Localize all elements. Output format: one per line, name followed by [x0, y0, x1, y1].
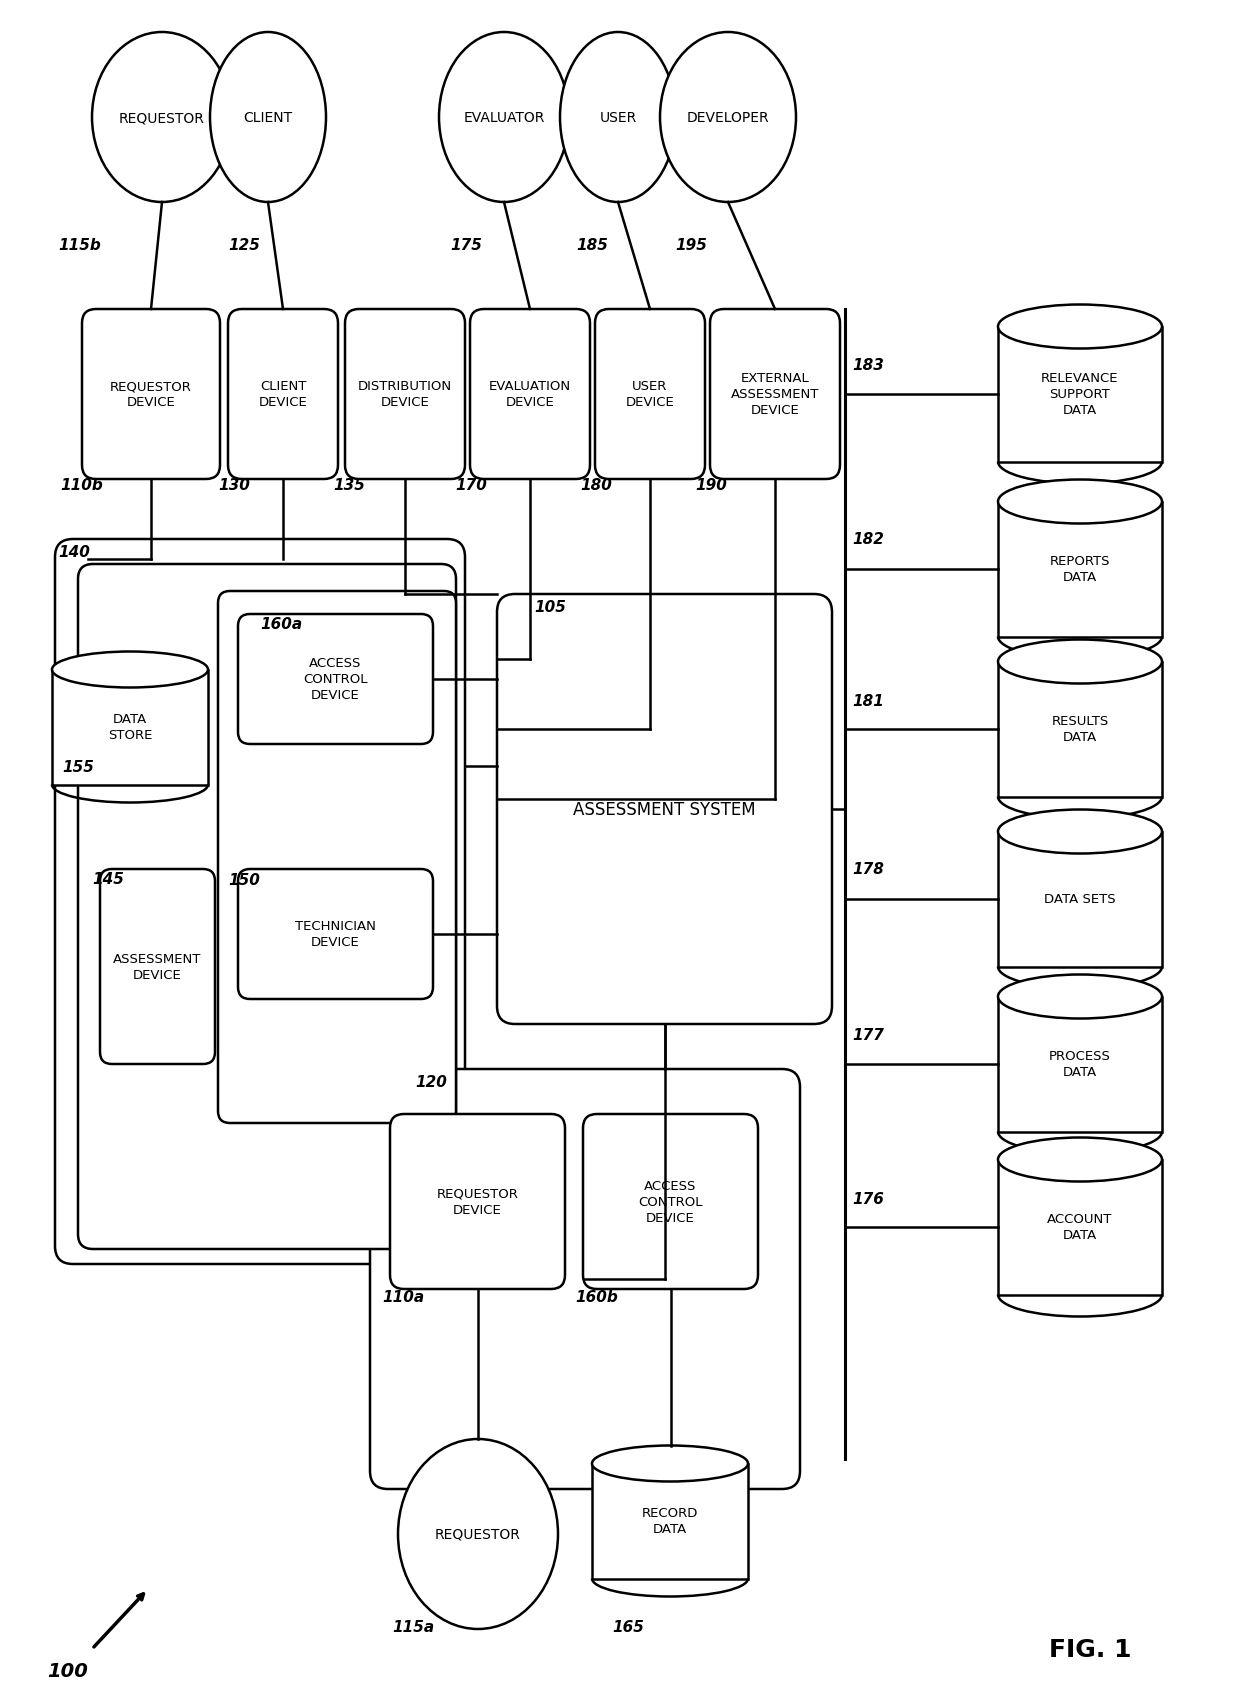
Text: DEVELOPER: DEVELOPER [687, 111, 769, 125]
Ellipse shape [660, 32, 796, 203]
Ellipse shape [398, 1439, 558, 1628]
FancyBboxPatch shape [55, 539, 465, 1265]
Ellipse shape [998, 306, 1162, 350]
FancyBboxPatch shape [583, 1115, 758, 1289]
Ellipse shape [998, 480, 1162, 524]
Text: 195: 195 [675, 237, 707, 253]
Bar [998, 997, 1162, 1132]
FancyBboxPatch shape [228, 309, 339, 480]
Text: 180: 180 [580, 478, 611, 493]
Text: REQUESTOR
DEVICE: REQUESTOR DEVICE [436, 1188, 518, 1217]
Text: REQUESTOR: REQUESTOR [435, 1528, 521, 1541]
Text: 181: 181 [852, 693, 884, 708]
Text: 150: 150 [228, 872, 260, 888]
Text: 110b: 110b [60, 478, 103, 493]
Text: RESULTS
DATA: RESULTS DATA [1052, 715, 1109, 744]
FancyBboxPatch shape [82, 309, 219, 480]
Text: REPORTS
DATA: REPORTS DATA [1050, 555, 1110, 584]
Text: 190: 190 [694, 478, 727, 493]
Text: 182: 182 [852, 531, 884, 546]
FancyBboxPatch shape [370, 1069, 800, 1489]
Text: FIG. 1: FIG. 1 [1049, 1637, 1131, 1661]
Text: EVALUATOR: EVALUATOR [464, 111, 544, 125]
Text: 160a: 160a [260, 616, 303, 632]
Text: 185: 185 [577, 237, 608, 253]
Text: 105: 105 [534, 599, 565, 615]
Bar [998, 662, 1162, 797]
Text: 110a: 110a [382, 1289, 424, 1304]
Text: RELEVANCE
SUPPORT
DATA: RELEVANCE SUPPORT DATA [1042, 372, 1118, 417]
Ellipse shape [998, 1139, 1162, 1181]
FancyBboxPatch shape [711, 309, 839, 480]
Bar [591, 1463, 748, 1579]
FancyBboxPatch shape [345, 309, 465, 480]
FancyBboxPatch shape [238, 615, 433, 744]
FancyBboxPatch shape [238, 869, 433, 999]
FancyBboxPatch shape [595, 309, 706, 480]
Text: 135: 135 [334, 478, 365, 493]
Text: 125: 125 [228, 237, 260, 253]
Text: 130: 130 [218, 478, 250, 493]
FancyBboxPatch shape [78, 565, 456, 1250]
Ellipse shape [52, 652, 208, 688]
Ellipse shape [560, 32, 676, 203]
Text: ACCOUNT
DATA: ACCOUNT DATA [1048, 1212, 1112, 1241]
Text: EXTERNAL
ASSESSMENT
DEVICE: EXTERNAL ASSESSMENT DEVICE [730, 372, 820, 417]
FancyBboxPatch shape [218, 592, 456, 1123]
FancyBboxPatch shape [497, 594, 832, 1024]
Text: 145: 145 [92, 872, 124, 886]
Bar [998, 831, 1162, 966]
Text: ASSESSMENT SYSTEM: ASSESSMENT SYSTEM [573, 801, 756, 819]
Text: 183: 183 [852, 358, 884, 372]
Text: 100: 100 [47, 1661, 88, 1680]
Ellipse shape [998, 811, 1162, 854]
Bar [998, 328, 1162, 463]
FancyBboxPatch shape [470, 309, 590, 480]
Text: 115a: 115a [392, 1618, 434, 1634]
Text: USER
DEVICE: USER DEVICE [626, 381, 675, 410]
Ellipse shape [439, 32, 569, 203]
Text: 178: 178 [852, 862, 884, 876]
Text: 177: 177 [852, 1028, 884, 1043]
Text: 140: 140 [58, 545, 89, 560]
Text: DATA
STORE: DATA STORE [108, 714, 153, 743]
Text: ACCESS
CONTROL
DEVICE: ACCESS CONTROL DEVICE [639, 1180, 703, 1224]
Text: ACCESS
CONTROL
DEVICE: ACCESS CONTROL DEVICE [304, 657, 368, 702]
Text: 115b: 115b [58, 237, 100, 253]
Text: 175: 175 [450, 237, 482, 253]
Text: REQUESTOR: REQUESTOR [119, 111, 205, 125]
Text: RECORD
DATA: RECORD DATA [642, 1507, 698, 1536]
Text: DATA SETS: DATA SETS [1044, 893, 1116, 906]
Bar [998, 1159, 1162, 1294]
Ellipse shape [591, 1446, 748, 1482]
Text: REQUESTOR
DEVICE: REQUESTOR DEVICE [110, 381, 192, 410]
Text: 176: 176 [852, 1191, 884, 1207]
Text: 120: 120 [415, 1074, 446, 1089]
Text: DISTRIBUTION
DEVICE: DISTRIBUTION DEVICE [358, 381, 453, 410]
Text: CLIENT
DEVICE: CLIENT DEVICE [259, 381, 308, 410]
Ellipse shape [998, 975, 1162, 1019]
Ellipse shape [92, 32, 232, 203]
Text: ASSESSMENT
DEVICE: ASSESSMENT DEVICE [113, 953, 202, 982]
Text: EVALUATION
DEVICE: EVALUATION DEVICE [489, 381, 572, 410]
Text: 170: 170 [455, 478, 487, 493]
Text: CLIENT: CLIENT [243, 111, 293, 125]
Text: 160b: 160b [575, 1289, 618, 1304]
Bar [52, 671, 208, 785]
Text: 155: 155 [62, 760, 94, 775]
FancyBboxPatch shape [391, 1115, 565, 1289]
Ellipse shape [998, 640, 1162, 685]
FancyBboxPatch shape [100, 869, 215, 1065]
Text: TECHNICIAN
DEVICE: TECHNICIAN DEVICE [295, 920, 376, 949]
Text: 165: 165 [613, 1618, 644, 1634]
Ellipse shape [210, 32, 326, 203]
Text: USER: USER [599, 111, 636, 125]
Text: PROCESS
DATA: PROCESS DATA [1049, 1050, 1111, 1079]
Bar [998, 502, 1162, 637]
